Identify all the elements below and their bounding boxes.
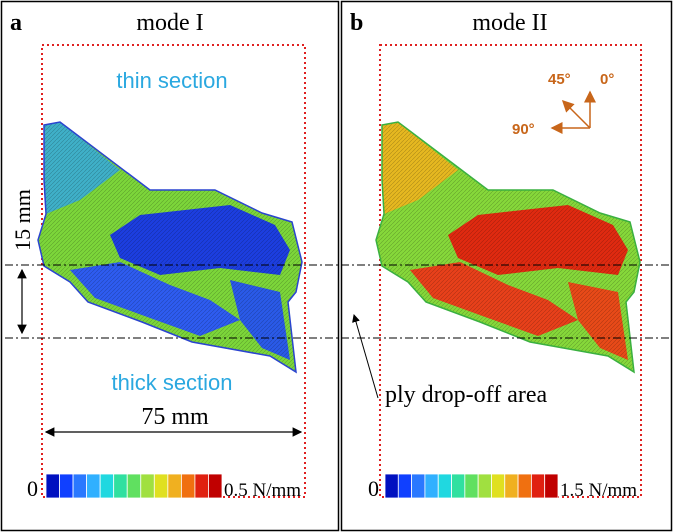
colorbar-cell [424,473,439,499]
colorbar-cell [530,473,546,499]
colorbar-cell [437,473,452,499]
colorbar-cell [59,473,74,499]
colorbar-cell [45,473,60,499]
colorbar-cell [180,473,196,499]
colorbar-cell [477,473,492,499]
scale-min: 0 [27,476,38,501]
dimension-label: 15 mm [10,189,35,251]
angle-label: 0° [600,71,614,88]
colorbar [45,473,223,499]
map-texture [375,121,641,374]
colorbar-cell [491,473,506,499]
panel-frame [0,0,340,532]
scale-max: 1.5 N/mm [560,480,637,501]
colorbar-cell [113,473,128,499]
region-box [379,44,642,498]
map-b [375,121,641,374]
angle-label: 90° [512,121,535,138]
colorbar [384,473,559,499]
region-label: thick section [111,370,232,395]
orientation-arrow [561,99,591,129]
colorbar-cell [464,473,479,499]
colorbar-cell [208,473,223,499]
map-texture [37,121,303,374]
panel-letter: a [10,10,22,36]
scale-min: 0 [368,476,379,501]
scale-max: 0.5 N/mm [224,480,301,501]
colorbar-cell [397,473,413,499]
region-label: thin section [116,68,227,93]
colorbar-cell [99,473,115,499]
colorbar-cell [411,473,426,499]
angle-label: 45° [548,71,571,88]
colorbar-cell [153,473,169,499]
colorbar-cell [72,473,88,499]
panel-title: mode I [136,10,203,36]
panel-title: mode II [472,10,547,36]
dimension-label: 75 mm [141,404,209,430]
panel-letter: b [350,10,363,36]
colorbar-cell [544,473,559,499]
annotation-arrow [352,314,379,399]
colorbar-cell [167,473,182,499]
colorbar-cell [140,473,155,499]
orientation [550,90,596,134]
colorbar-cell [126,473,142,499]
annotation: ply drop-off area [385,382,548,408]
panel-frame [340,0,673,532]
colorbar-cell [517,473,532,499]
colorbar-cell [194,473,209,499]
colorbar-cell [451,473,466,499]
colorbar-cell [504,473,519,499]
colorbar-cell [384,473,399,499]
map-a [37,121,303,374]
colorbar-cell [86,473,101,499]
